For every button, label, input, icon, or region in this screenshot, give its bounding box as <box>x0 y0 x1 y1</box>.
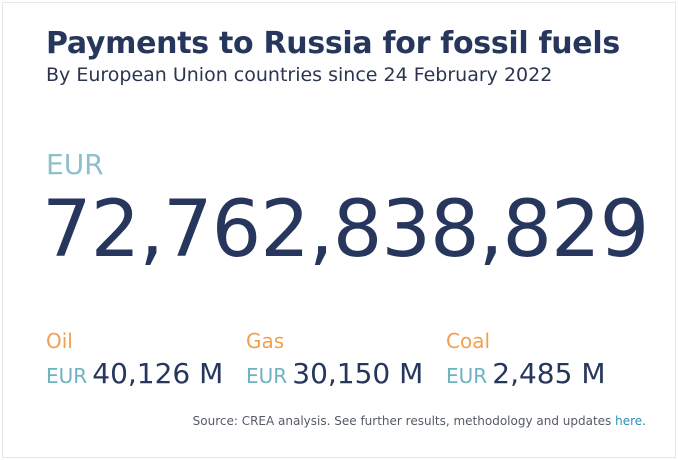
total-currency: EUR <box>46 148 104 181</box>
source-note: Source: CREA analysis. See further resul… <box>193 414 646 428</box>
source-text: Source: CREA analysis. See further resul… <box>192 414 616 428</box>
total-counter: 72,762,838,829 <box>42 185 649 275</box>
source-link[interactable]: here <box>615 414 643 428</box>
fuel-name: Oil <box>46 329 73 353</box>
source-period: . <box>642 414 646 428</box>
fuel-oil: Oil EUR 40,126 M <box>46 328 223 396</box>
fuel-value-row: EUR 30,150 M <box>246 356 423 396</box>
page-title: Payments to Russia for fossil fuels <box>46 26 620 61</box>
fuel-currency: EUR <box>46 364 88 388</box>
fuel-gas: Gas EUR 30,150 M <box>246 328 423 396</box>
fuel-value: 2,485 M <box>492 357 606 390</box>
fuel-currency: EUR <box>446 364 488 388</box>
fuel-value: 30,150 M <box>292 357 424 390</box>
fuel-currency: EUR <box>246 364 288 388</box>
fuel-coal: Coal EUR 2,485 M <box>446 328 605 396</box>
fuel-value: 40,126 M <box>92 357 224 390</box>
fuel-name: Gas <box>246 329 285 353</box>
page-subtitle: By European Union countries since 24 Feb… <box>46 64 553 86</box>
fuel-name: Coal <box>446 329 491 353</box>
fuel-value-row: EUR 40,126 M <box>46 356 223 396</box>
fuel-value-row: EUR 2,485 M <box>446 356 605 396</box>
